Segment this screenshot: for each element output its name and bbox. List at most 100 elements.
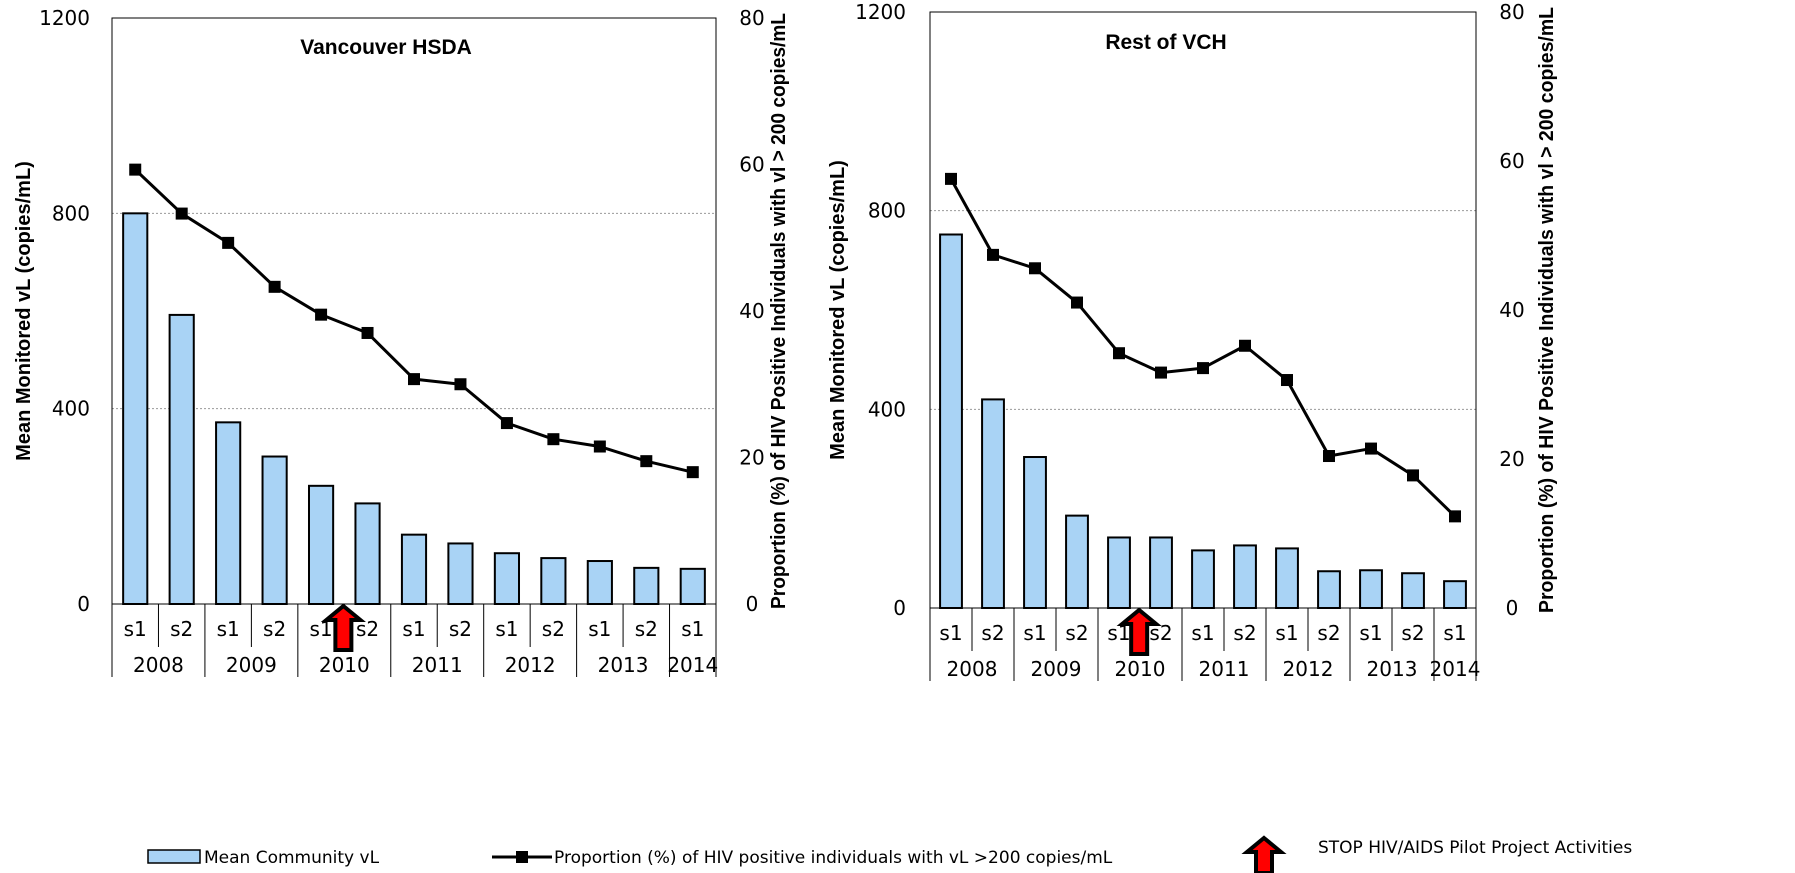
category-label: s1: [1359, 621, 1382, 645]
line-point: [1197, 362, 1209, 375]
category-label: s2: [542, 617, 565, 641]
line-point: [945, 172, 957, 185]
y-tick-label: 400: [52, 397, 90, 421]
legend-bar-label: Mean Community vL: [204, 848, 380, 868]
line-point: [1155, 366, 1167, 379]
year-label: 2014: [667, 653, 718, 677]
legend-arrow-icon: [1241, 835, 1287, 873]
line-point: [1029, 262, 1041, 275]
bar: [493, 552, 521, 605]
line-point: [1113, 347, 1125, 360]
bar: [1065, 514, 1089, 609]
line-point: [175, 207, 188, 220]
line-point: [454, 378, 467, 391]
bar: [261, 455, 288, 606]
category-label: s1: [1191, 621, 1214, 645]
year-label: 2008: [133, 653, 184, 677]
category-label: s2: [449, 617, 472, 641]
plot-frame: [929, 11, 1477, 609]
bar: [1023, 456, 1047, 609]
bar: [633, 566, 660, 606]
y-axis-label: Mean Monitored vL (copies/mL): [13, 161, 35, 461]
y-tick-label: 1200: [855, 0, 906, 24]
y2-tick-label: 80: [1499, 0, 1524, 24]
category-label: s1: [402, 617, 425, 641]
category-label: s1: [1275, 621, 1298, 645]
line-point: [1449, 510, 1461, 523]
line-point: [222, 236, 235, 249]
category-label: s2: [635, 617, 658, 641]
year-label: 2010: [1115, 657, 1166, 681]
legend-line-marker: [516, 851, 528, 863]
category-label: s2: [1149, 621, 1172, 645]
y-tick-label: 400: [868, 397, 906, 421]
legend-arrow-label: STOP HIV/AIDS Pilot Project Activities: [1318, 838, 1632, 858]
y2-tick-label: 60: [1499, 149, 1524, 173]
legend: Mean Community vL Proportion (%) of HIV p…: [147, 835, 1632, 873]
chart-panel-1: 0 400 800 1200 0 20 40 60 80 s1 s2 s1 s2 s1 s2 s1 s2 s1 s2…: [13, 6, 790, 677]
line-point: [686, 466, 699, 479]
bar: [168, 313, 195, 605]
bar: [679, 567, 706, 606]
line-point: [361, 326, 374, 339]
year-label: 2009: [226, 653, 277, 677]
line-point: [1281, 374, 1293, 387]
year-label: 2008: [947, 657, 998, 681]
bar: [447, 542, 474, 605]
bar: [1317, 570, 1341, 609]
category-label: s1: [1023, 621, 1046, 645]
line-point: [547, 433, 560, 446]
pilot-arrow-marker: [1116, 607, 1162, 656]
line-point: [1239, 339, 1251, 352]
category-label: s2: [1065, 621, 1088, 645]
line-point: [640, 455, 653, 468]
bar: [1107, 536, 1131, 609]
chart-panel-2: 0 400 800 1200 0 20 40 60 80 s1 s2 s1 s2 s1 s2 s1 s2 s1 s2…: [827, 0, 1558, 681]
bar: [122, 212, 149, 605]
line-point: [1071, 296, 1083, 309]
year-label: 2014: [1430, 657, 1481, 681]
bar: [1359, 569, 1383, 610]
line-point: [593, 440, 606, 453]
y2-tick-label: 80: [739, 6, 764, 30]
category-label: s2: [981, 621, 1004, 645]
pilot-arrow-marker: [320, 603, 366, 652]
y2-tick-label: 20: [739, 446, 764, 470]
category-label: s1: [939, 621, 962, 645]
plot-frame: [111, 17, 717, 605]
category-label: s2: [356, 617, 379, 641]
line-point: [129, 163, 142, 176]
category-label: s1: [217, 617, 240, 641]
line-point: [408, 373, 420, 386]
bar: [540, 557, 567, 606]
category-label: s1: [1443, 621, 1466, 645]
y2-tick-label: 60: [739, 153, 764, 177]
year-label: 2012: [505, 653, 556, 677]
y2-tick-label: 20: [1499, 447, 1524, 471]
year-label: 2011: [412, 653, 463, 677]
line-point: [1323, 450, 1335, 463]
bar: [354, 502, 381, 605]
chart-title: Rest of VCH: [1105, 31, 1226, 54]
y-tick-label: 0: [893, 596, 906, 620]
category-label: s2: [1317, 621, 1340, 645]
bar: [1401, 572, 1425, 610]
category-label: s2: [263, 617, 286, 641]
year-label: 2013: [1367, 657, 1418, 681]
category-label: s2: [170, 617, 193, 641]
y2-axis-label: Proportion (%) of HIV Positive Individua…: [768, 13, 790, 609]
bar: [1191, 549, 1215, 609]
y-tick-label: 800: [52, 201, 90, 225]
bar: [939, 233, 963, 610]
category-label: s1: [124, 617, 147, 641]
y-tick-label: 1200: [39, 6, 90, 30]
bar: [1233, 544, 1257, 609]
y2-tick-label: 40: [739, 299, 764, 323]
bar: [1443, 580, 1467, 609]
bar: [400, 533, 428, 606]
year-label: 2010: [319, 653, 370, 677]
legend-bar-swatch: [147, 849, 201, 864]
bar: [215, 421, 242, 605]
y2-tick-label: 40: [1499, 298, 1524, 322]
